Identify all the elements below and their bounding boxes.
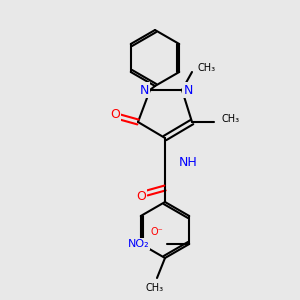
Text: O: O [110, 107, 120, 121]
Text: CH₃: CH₃ [222, 114, 240, 124]
Text: O⁻: O⁻ [151, 227, 164, 237]
Text: N: N [183, 83, 193, 97]
Text: CH₃: CH₃ [146, 283, 164, 293]
Text: N: N [139, 83, 149, 97]
Text: NH: NH [179, 157, 198, 169]
Text: CH₃: CH₃ [197, 63, 215, 73]
Text: O: O [136, 190, 146, 202]
Text: NO₂: NO₂ [128, 239, 149, 249]
